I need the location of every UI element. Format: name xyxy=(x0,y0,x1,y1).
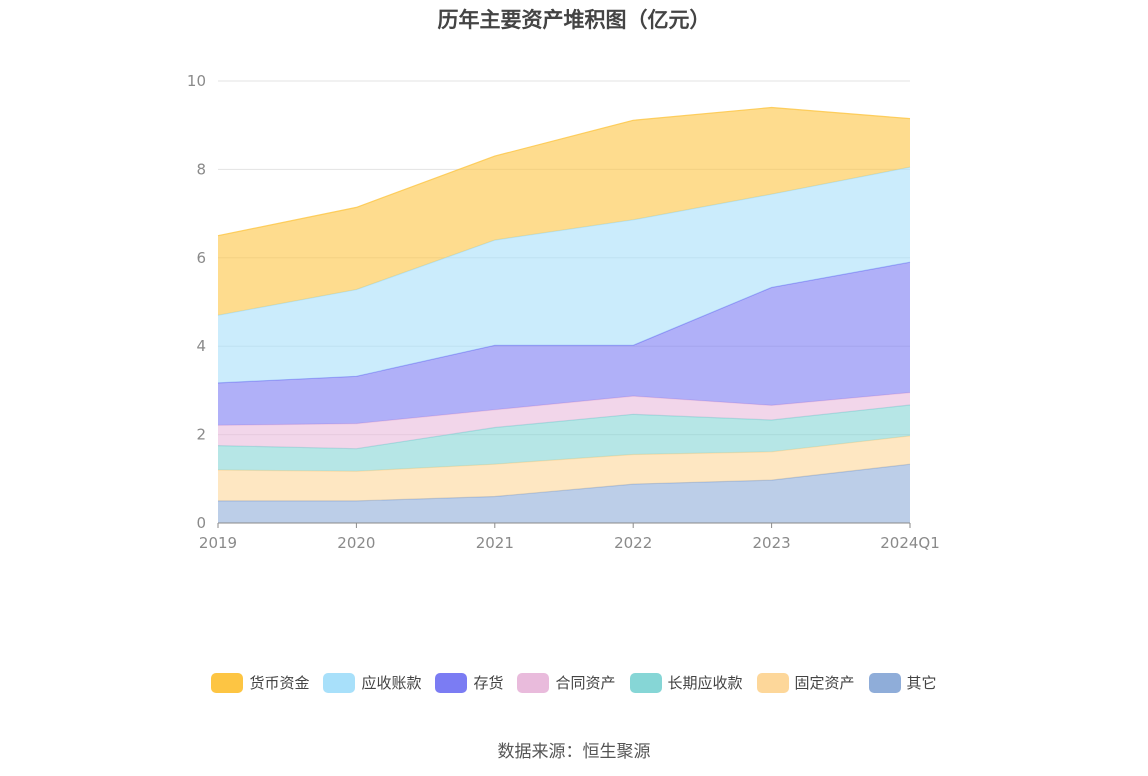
y-tick-label: 8 xyxy=(196,160,206,178)
legend-swatch xyxy=(629,672,662,693)
area-series-5 xyxy=(218,167,910,383)
x-tick-label: 2024Q1 xyxy=(880,534,940,552)
legend: 货币资金 应收账款 存货 合同资产 长期应收款 固定资产 其它 xyxy=(0,672,1148,693)
x-tick-label: 2021 xyxy=(476,534,514,552)
legend-item[interactable]: 长期应收款 xyxy=(629,672,743,693)
chart-title: 历年主要资产堆积图（亿元） xyxy=(437,8,711,32)
area-edge-6 xyxy=(217,106,911,237)
legend-swatch xyxy=(868,672,901,693)
legend-item[interactable]: 合同资产 xyxy=(517,672,616,693)
area-series-0 xyxy=(218,464,910,523)
legend-item[interactable]: 固定资产 xyxy=(756,672,855,693)
legend-label: 存货 xyxy=(473,674,504,692)
x-tick-label: 2020 xyxy=(337,534,375,552)
area-series xyxy=(217,106,911,523)
legend-label: 合同资产 xyxy=(555,674,616,692)
legend-label: 货币资金 xyxy=(249,674,310,692)
legend-swatch xyxy=(211,672,244,693)
source-text: 数据来源：恒生聚源 xyxy=(497,742,651,762)
axes: 0 2 4 6 8 10 2019 2020 2021 2022 2023 2024Q1 xyxy=(187,72,940,552)
y-tick-label: 2 xyxy=(196,426,206,444)
legend-item[interactable]: 应收账款 xyxy=(323,672,421,693)
legend-label: 其它 xyxy=(906,674,937,692)
legend-swatch xyxy=(756,672,789,693)
y-tick-label: 6 xyxy=(196,249,206,267)
x-tick-label: 2022 xyxy=(614,534,652,552)
legend-swatch xyxy=(435,672,468,693)
x-tick-label: 2023 xyxy=(753,534,791,552)
legend-swatch xyxy=(323,672,356,693)
area-series-6 xyxy=(218,107,910,316)
legend-label: 应收账款 xyxy=(361,674,422,692)
legend-item[interactable]: 货币资金 xyxy=(211,672,309,693)
y-tick-label: 4 xyxy=(196,337,206,355)
y-tick-label: 10 xyxy=(187,72,206,90)
area-series-3 xyxy=(218,392,910,449)
legend-label: 固定资产 xyxy=(794,674,855,692)
area-series-1 xyxy=(218,435,910,501)
y-tick-label: 0 xyxy=(196,514,206,532)
area-series-4 xyxy=(218,262,910,426)
legend-swatch xyxy=(517,672,550,693)
x-tick-label: 2019 xyxy=(199,534,237,552)
legend-label: 长期应收款 xyxy=(667,674,743,692)
legend-item[interactable]: 其它 xyxy=(868,672,937,693)
legend-item[interactable]: 存货 xyxy=(435,672,503,693)
area-series-2 xyxy=(218,405,910,472)
